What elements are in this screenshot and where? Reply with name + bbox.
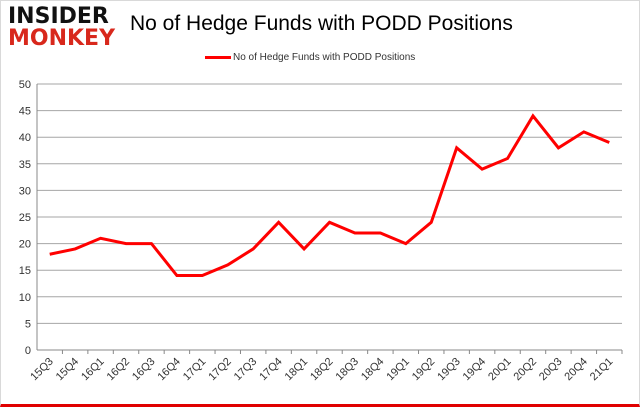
x-tick-label: 19Q2 [410,356,438,384]
x-tick-label: 17Q1 [181,356,209,384]
x-tick-label: 17Q4 [257,356,285,384]
x-tick-label: 16Q4 [155,356,183,384]
x-tick-label: 21Q1 [588,356,616,384]
logo-line1: INSIDER [8,4,109,29]
x-tick-label: 18Q3 [334,356,362,384]
x-tick-label: 15Q4 [54,356,82,384]
y-tick-label: 20 [19,239,31,251]
x-tick-label: 19Q3 [435,356,463,384]
x-tick-label: 18Q1 [283,356,311,384]
x-tick-label: 20Q3 [537,356,565,384]
y-tick-label: 5 [25,318,31,330]
x-tick-label: 19Q4 [461,356,489,384]
y-tick-label: 50 [19,79,31,91]
y-tick-label: 40 [19,132,31,144]
x-tick-label: 16Q3 [130,356,158,384]
x-tick-label: 19Q1 [384,356,412,384]
x-tick-label: 15Q3 [28,356,56,384]
legend-label: No of Hedge Funds with PODD Positions [233,52,416,63]
x-tick-label: 16Q1 [79,356,107,384]
x-tick-label: 17Q2 [206,356,234,384]
y-tick-label: 35 [19,159,31,171]
x-tick-label: 16Q2 [105,356,133,384]
x-tick-label: 18Q2 [308,356,336,384]
x-tick-label: 20Q1 [486,356,514,384]
x-tick-label: 20Q4 [562,356,590,384]
insider-monkey-logo: INSIDER MONKEY [8,6,115,50]
y-tick-label: 15 [19,265,31,277]
y-tick-label: 0 [25,345,31,357]
chart-title: No of Hedge Funds with PODD Positions [130,12,513,35]
legend: No of Hedge Funds with PODD Positions [205,52,415,63]
x-tick-label: 17Q3 [232,356,260,384]
logo-line2: MONKEY [8,26,116,51]
series-line [49,113,610,278]
y-tick-label: 30 [19,185,31,197]
legend-swatch [205,56,231,59]
y-tick-label: 25 [19,212,31,224]
y-tick-label: 10 [19,292,31,304]
x-tick-label: 18Q4 [359,356,387,384]
x-tick-label: 20Q2 [512,356,540,384]
y-tick-label: 45 [19,106,31,118]
